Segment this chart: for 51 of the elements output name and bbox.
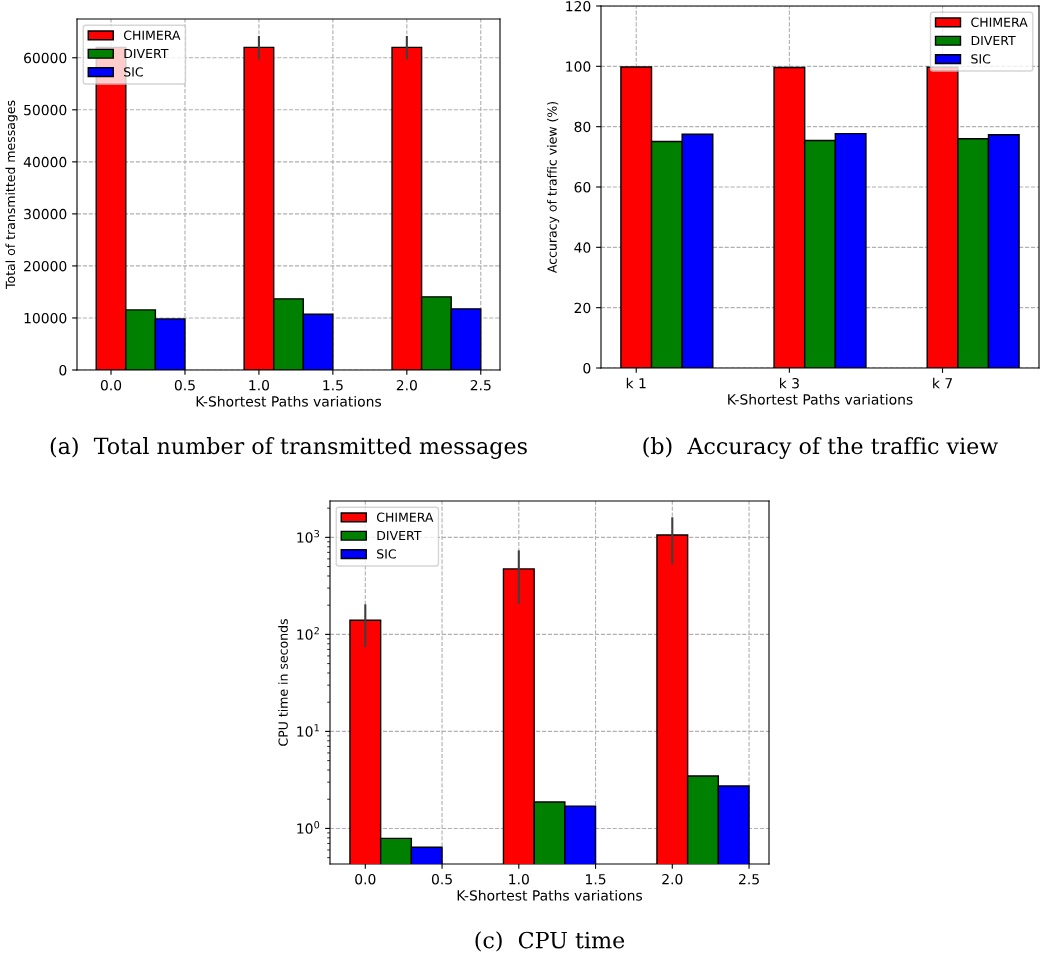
y-axis-title: Total of transmitted messages bbox=[5, 100, 18, 290]
x-tick-label: k 3 bbox=[779, 377, 799, 389]
y-tick-label: 10$^{1}$ bbox=[297, 724, 319, 737]
legend-label: SIC bbox=[124, 67, 143, 77]
y-tick-label: 0 bbox=[583, 362, 591, 374]
y-tick-label: 60 bbox=[574, 181, 591, 193]
y-tick-label: 20000 bbox=[24, 260, 67, 272]
x-axis-title: K-Shortest Paths variations bbox=[728, 393, 913, 405]
y-tick-label: 80 bbox=[574, 121, 591, 133]
y-tick-label: 0 bbox=[59, 364, 67, 376]
y-tick-label: 120 bbox=[566, 0, 591, 12]
y-tick-label: 10000 bbox=[24, 312, 67, 324]
x-tick-label: 1.5 bbox=[586, 874, 606, 885]
legend-label: CHIMERA bbox=[123, 30, 181, 40]
x-tick-label: k 7 bbox=[933, 377, 952, 389]
x-tick-label: 0.0 bbox=[100, 379, 122, 391]
y-tick-label: 60000 bbox=[24, 52, 67, 64]
x-tick-label: 0.0 bbox=[355, 873, 376, 885]
x-tick-label: 1.0 bbox=[249, 379, 270, 391]
text: (b) Accuracy of the traffic view bbox=[643, 437, 999, 459]
y-axis-title: Accuracy of traffic view (%) bbox=[547, 101, 560, 274]
y-tick-label: 40000 bbox=[23, 156, 67, 168]
y-axis-title: CPU time in seconds bbox=[278, 619, 288, 746]
y-tick-label: 40 bbox=[574, 242, 591, 253]
x-tick-label: 1.0 bbox=[509, 873, 529, 885]
y-tick-label: 100 bbox=[566, 61, 591, 72]
x-tick-label: 0.5 bbox=[431, 873, 452, 885]
y-tick-label: 10$^{0}$ bbox=[297, 821, 320, 834]
x-tick-label: 2.5 bbox=[739, 873, 759, 885]
x-tick-label: 2.0 bbox=[662, 873, 683, 885]
legend-label: CHIMERA bbox=[376, 512, 434, 522]
y-tick-label: 10$^{2}$ bbox=[297, 627, 319, 640]
y-tick-label: 10$^{3}$ bbox=[297, 530, 320, 543]
legend-label: DIVERT bbox=[971, 35, 1016, 46]
legend-label: SIC bbox=[971, 54, 991, 64]
y-tick-label: 30000 bbox=[24, 208, 67, 220]
text: (c) CPU time bbox=[475, 931, 625, 952]
x-axis-title: K-Shortest Paths variations bbox=[196, 395, 382, 407]
legend-label: CHIMERA bbox=[971, 17, 1028, 27]
text: (a) Total number of transmitted messages bbox=[50, 437, 527, 459]
x-tick-label: 2.0 bbox=[396, 379, 417, 391]
x-axis-title: K-Shortest Paths variations bbox=[457, 889, 643, 901]
x-tick-label: k 1 bbox=[626, 377, 646, 389]
y-tick-label: 50000 bbox=[24, 104, 67, 116]
x-tick-label: 1.5 bbox=[323, 380, 343, 391]
legend-label: DIVERT bbox=[124, 48, 169, 59]
x-tick-label: 2.5 bbox=[470, 379, 491, 391]
legend-label: SIC bbox=[377, 549, 396, 559]
y-tick-label: 20 bbox=[574, 302, 591, 314]
legend-label: DIVERT bbox=[377, 530, 422, 541]
x-tick-label: 0.5 bbox=[174, 379, 195, 391]
